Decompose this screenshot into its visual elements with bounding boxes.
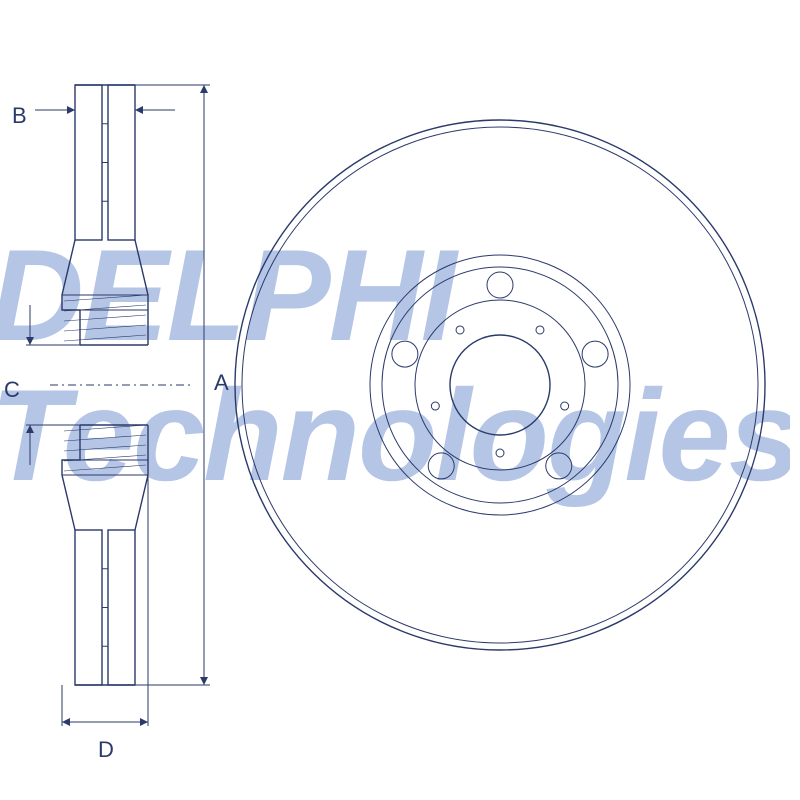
dim-label-d: D <box>98 737 114 763</box>
diagram-canvas <box>0 0 800 800</box>
dim-label-b: B <box>12 103 27 129</box>
dim-label-c: C <box>4 377 20 403</box>
dim-label-a: A <box>214 370 229 396</box>
